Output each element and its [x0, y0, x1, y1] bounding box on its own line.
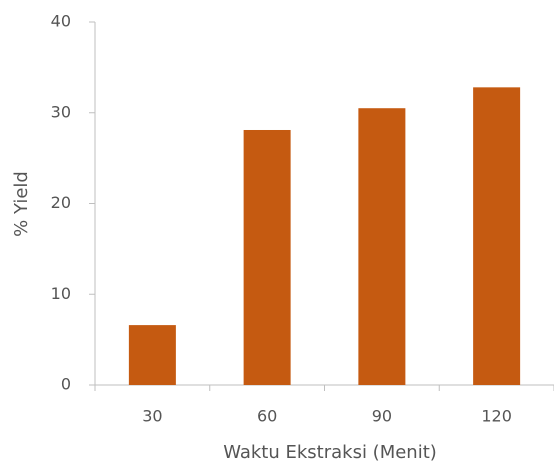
x-tick-label: 60	[257, 407, 277, 426]
y-tick-label: 20	[51, 193, 71, 212]
bar	[473, 87, 521, 385]
bar	[243, 129, 291, 385]
y-tick-label: 0	[61, 375, 71, 394]
y-tick-label: 40	[51, 12, 71, 31]
y-axis-title: % Yield	[11, 171, 32, 237]
bar	[128, 325, 176, 385]
x-tick-label: 90	[372, 407, 392, 426]
y-tick-label: 10	[51, 284, 71, 303]
bar	[358, 108, 406, 386]
x-tick-label: 30	[142, 407, 162, 426]
y-tick-label: 30	[51, 102, 71, 121]
x-axis-title: Waktu Ekstraksi (Menit)	[223, 442, 437, 463]
x-tick-label: 120	[481, 407, 512, 426]
